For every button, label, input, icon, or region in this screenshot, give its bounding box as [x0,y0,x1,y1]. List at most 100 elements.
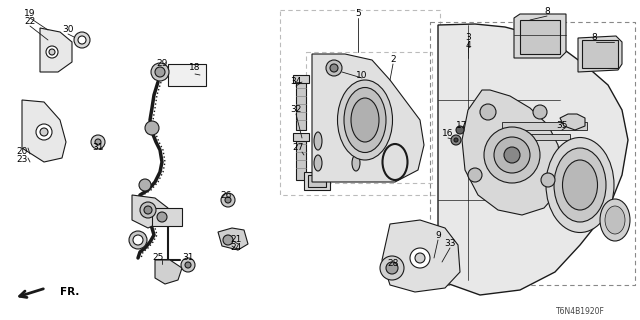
Text: 8: 8 [544,7,550,17]
Bar [318,132,370,150]
Circle shape [504,147,520,163]
Bar [502,134,570,140]
Ellipse shape [314,132,322,150]
Text: 17: 17 [456,122,468,131]
Bar [502,122,587,130]
Bar [293,75,309,83]
Circle shape [157,212,167,222]
Polygon shape [560,114,585,130]
Circle shape [36,124,52,140]
Ellipse shape [600,199,630,241]
Text: 16: 16 [442,130,454,139]
Circle shape [468,168,482,182]
Text: 20: 20 [16,148,28,156]
Text: 28: 28 [387,260,399,268]
Text: 34: 34 [291,77,301,86]
Text: 24: 24 [230,244,242,252]
Text: 8: 8 [591,34,597,43]
Circle shape [46,46,58,58]
Polygon shape [218,228,248,250]
Text: 33: 33 [444,239,456,249]
Ellipse shape [366,132,374,150]
Ellipse shape [314,155,322,171]
Circle shape [155,67,165,77]
Text: 32: 32 [291,106,301,115]
Text: 21: 21 [230,236,242,244]
Bar [308,175,326,187]
Polygon shape [22,100,66,162]
Bar [318,155,356,171]
Text: 22: 22 [24,18,36,27]
Circle shape [380,256,404,280]
Text: 26: 26 [220,191,232,201]
Polygon shape [578,36,622,72]
Circle shape [49,49,55,55]
Ellipse shape [563,160,598,210]
Circle shape [541,173,555,187]
Circle shape [78,36,86,44]
Circle shape [185,262,191,268]
Ellipse shape [554,148,606,222]
Text: 18: 18 [189,63,201,73]
Text: 2: 2 [390,55,396,65]
Text: FR.: FR. [60,287,79,297]
Bar [296,80,306,130]
Text: 35: 35 [556,122,568,131]
Polygon shape [40,28,72,72]
Circle shape [145,121,159,135]
Bar [520,20,560,54]
Circle shape [223,235,233,245]
Circle shape [386,262,398,274]
Text: 27: 27 [292,143,304,153]
Circle shape [151,63,169,81]
Circle shape [225,197,231,203]
Text: 9: 9 [435,231,441,241]
Circle shape [454,138,458,142]
Polygon shape [132,195,168,228]
Circle shape [533,105,547,119]
Circle shape [451,135,461,145]
Circle shape [326,60,342,76]
Circle shape [139,179,151,191]
Ellipse shape [546,138,614,233]
Text: 4: 4 [465,42,471,51]
Circle shape [494,137,530,173]
Ellipse shape [351,98,379,142]
Text: 30: 30 [62,26,74,35]
Circle shape [456,126,464,134]
Circle shape [74,32,90,48]
Circle shape [95,139,101,145]
Text: 23: 23 [16,156,28,164]
Circle shape [484,127,540,183]
Text: 5: 5 [355,10,361,19]
Circle shape [129,231,147,249]
Circle shape [140,202,156,218]
Polygon shape [514,14,566,58]
Bar [293,133,309,141]
Circle shape [480,104,496,120]
Bar [168,64,206,86]
Ellipse shape [344,87,386,153]
Circle shape [410,248,430,268]
Circle shape [40,128,48,136]
Text: 3: 3 [465,34,471,43]
Bar [152,208,182,226]
Bar [296,138,306,180]
Text: 31: 31 [92,143,104,153]
Polygon shape [382,220,460,292]
Text: T6N4B1920F: T6N4B1920F [556,308,604,316]
Ellipse shape [605,206,625,234]
Ellipse shape [352,155,360,171]
Text: 31: 31 [182,253,194,262]
Polygon shape [438,24,628,295]
Circle shape [181,258,195,272]
Text: 19: 19 [24,10,36,19]
Polygon shape [155,260,182,284]
Circle shape [144,206,152,214]
Ellipse shape [337,80,392,160]
Circle shape [415,253,425,263]
Text: 10: 10 [356,71,368,81]
Circle shape [133,235,143,245]
Text: 29: 29 [156,60,168,68]
Polygon shape [312,54,424,182]
